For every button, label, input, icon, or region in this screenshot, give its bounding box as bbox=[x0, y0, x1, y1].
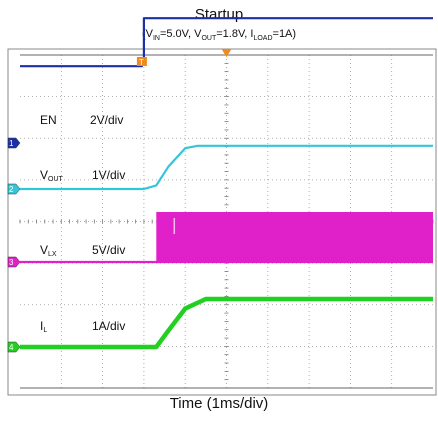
en-scale: 2V/div bbox=[90, 113, 123, 127]
il-trace bbox=[20, 296, 433, 350]
vlx-label: VLX bbox=[40, 243, 57, 258]
scope-labels: EN 2V/div VOUT 1V/div VLX 5V/div IL 1A/div bbox=[40, 113, 125, 334]
vlx-switching-band bbox=[156, 212, 434, 262]
en-channel-marker bbox=[7, 137, 21, 149]
il-label: IL bbox=[40, 319, 47, 334]
vout-channel-marker bbox=[7, 183, 21, 195]
vlx-scale: 5V/div bbox=[92, 243, 125, 257]
x-axis-label: Time (1ms/div) bbox=[169, 395, 269, 412]
vout-label: VOUT bbox=[40, 168, 64, 183]
en-label: EN bbox=[40, 113, 57, 127]
subtitle-vin: VIN=5.0V, bbox=[145, 28, 195, 43]
vout-trace bbox=[20, 144, 433, 191]
en-channel-number: 1 bbox=[9, 139, 14, 148]
trigger-level-marker bbox=[136, 57, 147, 66]
il-channel-number: 4 bbox=[9, 343, 14, 352]
il-channel-marker bbox=[7, 341, 21, 353]
trigger-position-marker bbox=[221, 49, 232, 57]
subtitle-iload: ILOAD=1A) bbox=[250, 28, 297, 43]
vout-channel-number: 2 bbox=[9, 185, 14, 194]
il-scale: 1A/div bbox=[92, 319, 125, 333]
chart-subtitle: (VIN=5.0V, VOUT=1.8V, ILOAD=1A) bbox=[0, 28, 438, 42]
scope-markers: 1 2 3 4 T bbox=[7, 49, 232, 353]
trigger-marker-label: T bbox=[139, 58, 144, 67]
vlx-channel-number: 3 bbox=[9, 258, 14, 267]
vlx-channel-marker bbox=[7, 256, 21, 268]
vout-scale: 1V/div bbox=[92, 168, 125, 182]
subtitle-vout: VOUT=1.8V, bbox=[194, 28, 251, 43]
